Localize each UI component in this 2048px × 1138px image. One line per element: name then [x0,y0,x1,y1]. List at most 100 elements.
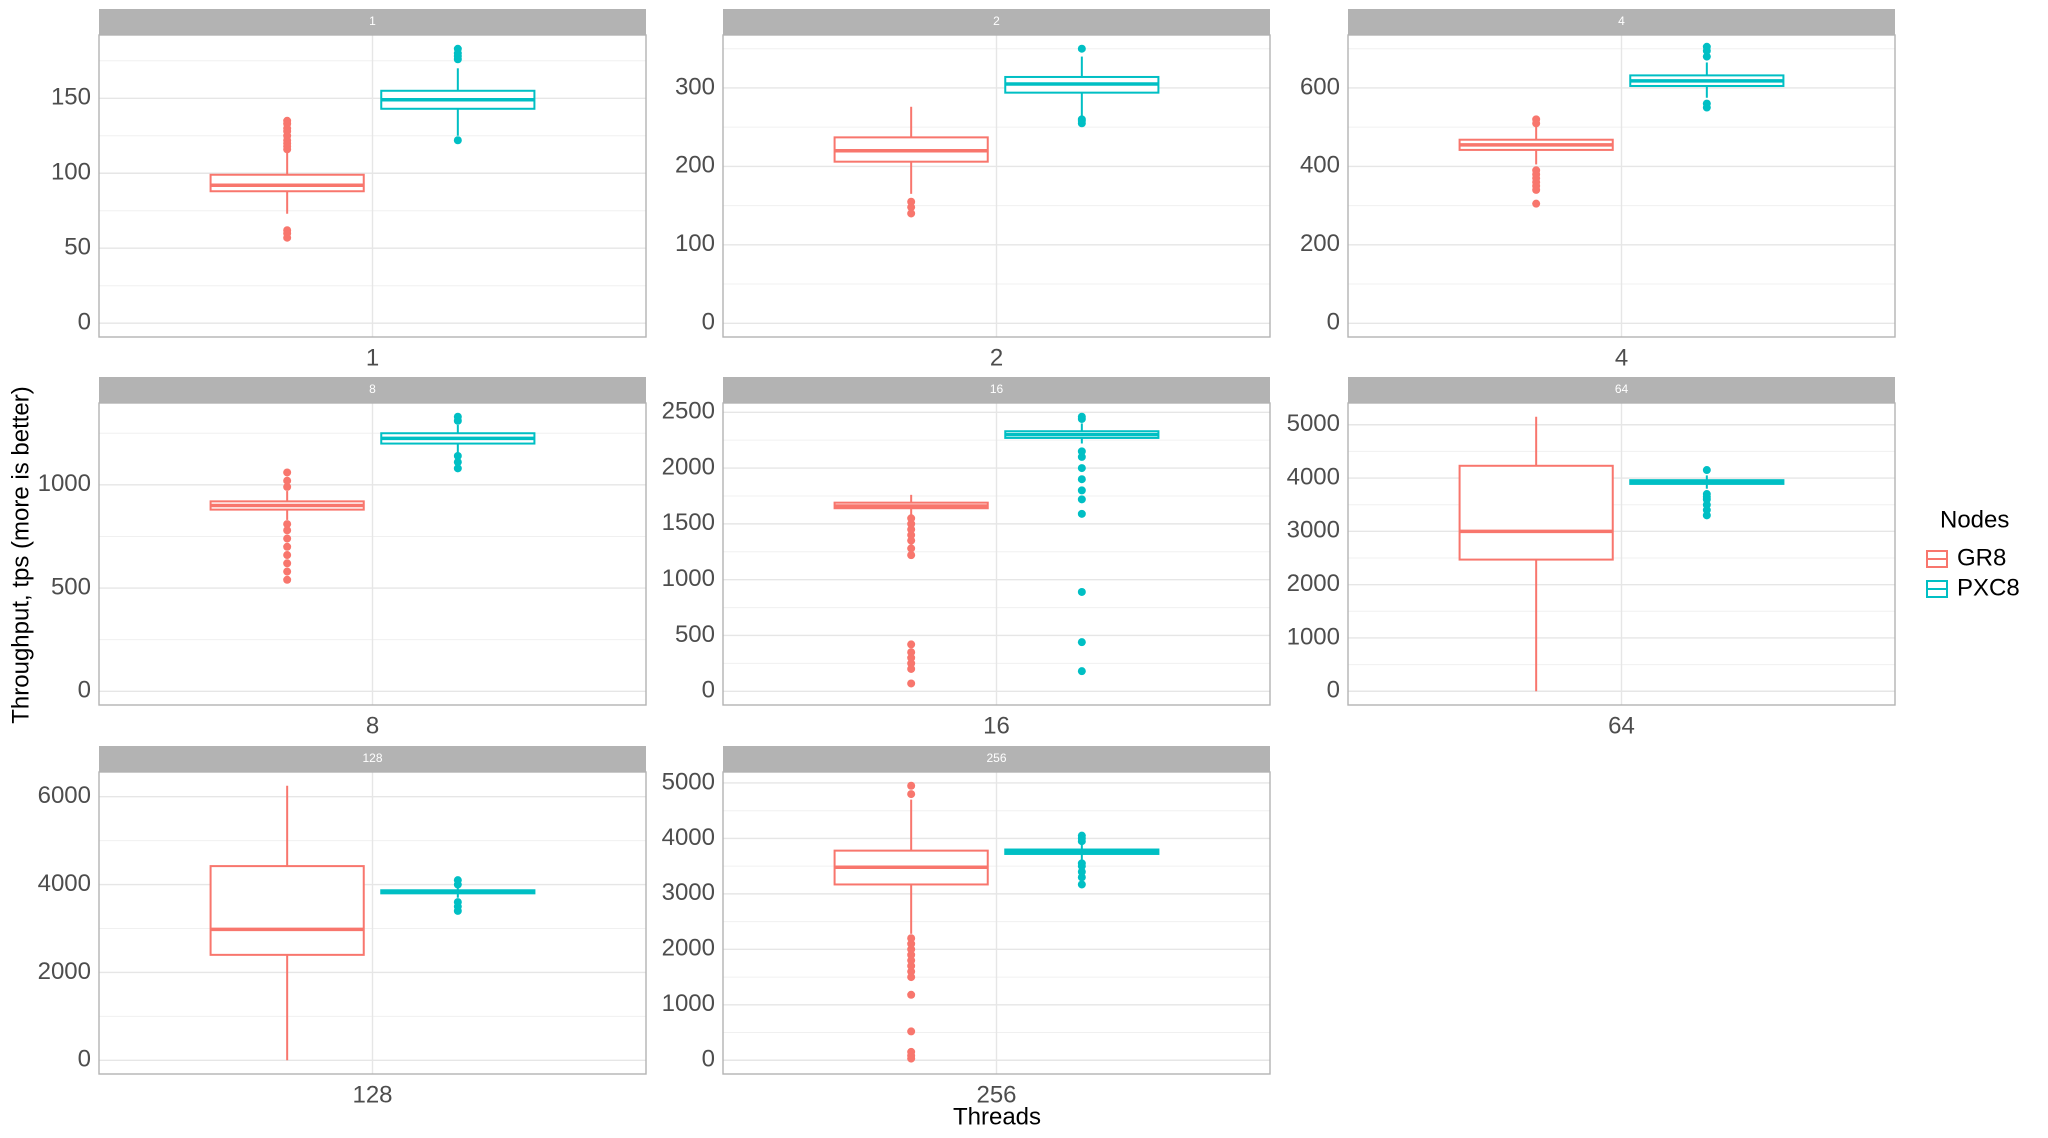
y-axis-title: Throughput, tps (more is better) [7,386,34,723]
outlier [907,1047,916,1056]
y-tick-label: 150 [51,84,91,111]
x-tick-label: 256 [976,1081,1016,1108]
outlier [1702,42,1711,51]
x-tick-label: 1 [366,344,379,371]
outlier [283,468,292,477]
strip [1348,377,1895,403]
outlier [1077,412,1086,421]
outlier [907,203,916,212]
strip [1348,9,1895,35]
strip-label: 4 [1618,14,1625,28]
y-tick-label: 2000 [1287,570,1340,597]
y-tick-label: 500 [675,621,715,648]
outlier [907,973,916,982]
panel-border [722,402,1271,706]
outlier [1077,452,1086,461]
legend-title: Nodes [1940,506,2009,533]
y-tick-label: 0 [1327,309,1340,336]
y-tick-label: 1000 [38,470,91,497]
outlier [907,531,916,540]
outlier [1077,873,1086,882]
outlier [283,575,292,584]
outlier [907,967,916,976]
strip-label: 1 [369,14,376,28]
strip-label: 64 [1615,382,1629,396]
panel-border [722,34,1271,338]
outlier [907,956,916,965]
outlier [1532,166,1541,175]
strip [723,746,1270,772]
x-tick-label: 2 [990,344,1003,371]
outlier [907,659,916,668]
y-tick-label: 2000 [662,453,715,480]
panel-border [1347,402,1896,706]
legend-label: GR8 [1957,544,2006,571]
y-tick-label: 600 [1300,73,1340,100]
outlier [453,412,462,421]
y-tick-label: 5000 [1287,410,1340,437]
panel-border [98,34,647,338]
strip [723,9,1270,35]
outlier [907,679,916,688]
outlier [1077,447,1086,456]
outlier [1077,464,1086,473]
box [209,173,365,193]
y-tick-label: 1500 [662,509,715,536]
panel-border [722,771,1271,1075]
outlier [283,520,292,529]
y-tick-label: 400 [1300,152,1340,179]
outlier [907,648,916,657]
x-axis-title: Threads [953,1103,1041,1130]
outlier [1702,490,1711,499]
y-tick-label: 2000 [662,935,715,962]
strip [723,377,1270,403]
outlier [907,950,916,959]
y-tick-label: 0 [78,677,91,704]
outlier [1077,638,1086,647]
outlier [283,534,292,543]
y-tick-label: 3000 [1287,517,1340,544]
y-tick-label: 1000 [1287,623,1340,650]
outlier [1077,831,1086,840]
panel-border [1347,34,1896,338]
outlier [907,653,916,662]
outlier [907,551,916,560]
outlier [1077,115,1086,124]
outlier [453,464,462,473]
x-tick-label: 64 [1608,712,1635,739]
strip-label: 256 [986,751,1006,765]
outlier [907,209,916,218]
outlier [1077,587,1086,596]
strip-label: 8 [369,382,376,396]
y-tick-label: 200 [675,152,715,179]
outlier [907,961,916,970]
outlier [907,664,916,673]
x-tick-label: 4 [1615,344,1628,371]
y-tick-label: 5000 [662,768,715,795]
strip-label: 16 [990,382,1004,396]
y-tick-label: 500 [51,573,91,600]
y-tick-label: 0 [702,309,715,336]
y-tick-label: 100 [51,159,91,186]
outlier [1532,199,1541,208]
outlier [283,526,292,535]
legend-label: PXC8 [1957,574,2020,601]
outlier [1702,466,1711,475]
x-tick-label: 8 [366,712,379,739]
outlier [907,939,916,948]
panel-border [98,402,647,706]
outlier [1077,486,1086,495]
y-tick-label: 300 [675,73,715,100]
outlier [283,559,292,568]
strip [99,377,646,403]
outlier [283,476,292,485]
y-tick-label: 200 [1300,230,1340,257]
strip-label: 2 [993,14,1000,28]
outlier [1077,880,1086,889]
outlier [453,44,462,53]
outlier [283,567,292,576]
outlier [907,640,916,649]
outlier [907,934,916,943]
outlier [1077,859,1086,868]
y-tick-label: 4000 [1287,463,1340,490]
